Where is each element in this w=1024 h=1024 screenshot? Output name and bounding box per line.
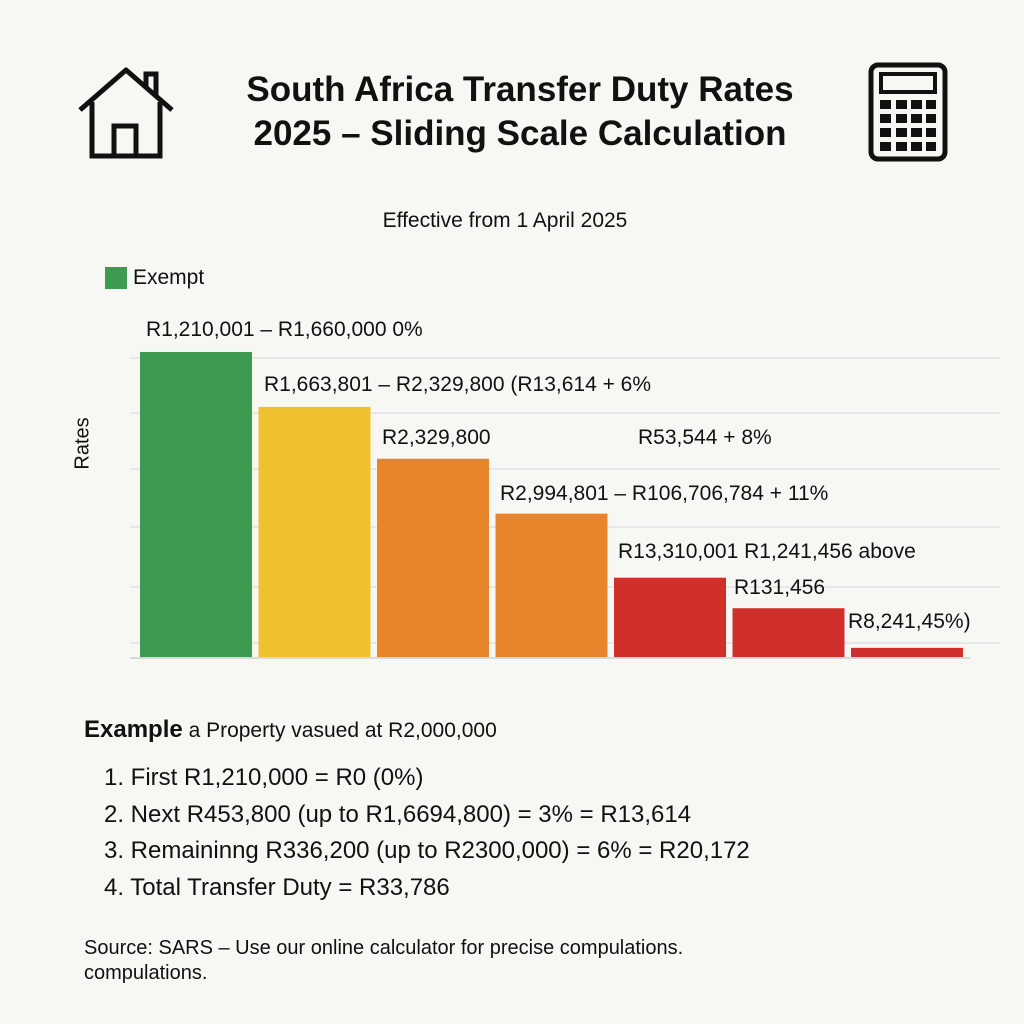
example-intro: a Property vasued at R2,000,000 (188, 719, 497, 742)
annotation-label: R53,544 + 8% (638, 426, 772, 449)
page-title: South Africa Transfer Duty Rates 2025 – … (150, 68, 890, 156)
bar-label: R8,241,45%) (848, 610, 971, 633)
bar-chart (130, 352, 1000, 659)
bar (258, 406, 371, 657)
bar-label: R2,329,800 (382, 426, 491, 449)
source-note: Source: SARS – Use our online calculator… (84, 937, 684, 984)
legend-label-exempt: Exempt (133, 266, 205, 289)
example-step: 2. Next R453,800 (up to R1,6694,800) = 3… (104, 801, 692, 828)
bar (495, 513, 608, 657)
title-line-2: 2025 – Sliding Scale Calculation (253, 114, 787, 153)
bar (140, 352, 252, 657)
calculator-icon (868, 62, 948, 162)
house-icon (78, 67, 174, 159)
bar-label: R1,663,801 – R2,329,800 (R13,614 + 6% (264, 373, 652, 396)
bar (732, 608, 845, 657)
bar (377, 458, 489, 657)
legend-swatch-exempt (105, 267, 127, 289)
bar-label: R131,456 (734, 576, 826, 599)
chart-subtitle: Effective from 1 April 2025 (382, 209, 628, 232)
bar-label: R1,210,001 – R1,660,000 0% (146, 318, 423, 341)
bar-label: R2,994,801 – R106,706,784 + 11% (500, 482, 829, 505)
example-step: 3. Remaininng R336,200 (up to R2300,000)… (104, 837, 750, 864)
title-line-1: South Africa Transfer Duty Rates (246, 70, 794, 109)
example-title: Example (84, 716, 183, 743)
bar (614, 577, 726, 657)
example-step: 4. Total Transfer Duty = R33,786 (104, 874, 450, 901)
bar-label: R13,310,001 R1,241,456 above (618, 540, 916, 563)
chart-legend: Exempt (105, 266, 204, 290)
bar (851, 647, 963, 657)
example-heading: Example a Property vasued at R2,000,000 (84, 716, 497, 744)
example-step: 1. First R1,210,000 = R0 (0%) (104, 764, 424, 791)
